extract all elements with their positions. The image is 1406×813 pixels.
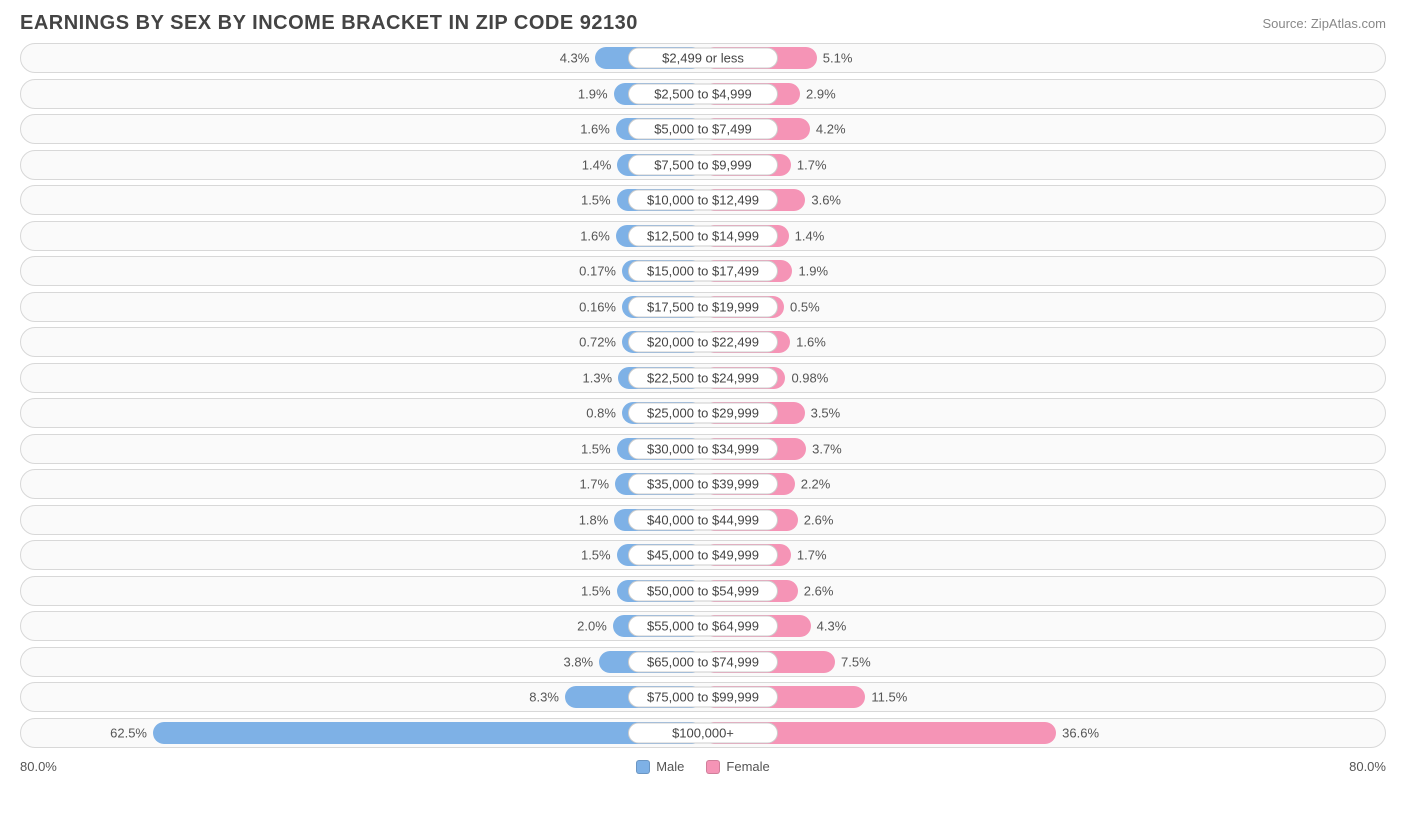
male-pct-label: 3.8% — [563, 654, 593, 669]
male-pct-label: 1.6% — [580, 228, 610, 243]
female-pct-label: 5.1% — [823, 51, 853, 66]
chart-row: 1.5% 3.6% $10,000 to $12,499 — [20, 185, 1386, 215]
category-label: $5,000 to $7,499 — [628, 119, 778, 140]
chart-row: 1.5% 3.7% $30,000 to $34,999 — [20, 434, 1386, 464]
axis-max-right: 80.0% — [1349, 759, 1386, 774]
female-pct-label: 2.6% — [804, 512, 834, 527]
male-pct-label: 0.16% — [579, 299, 616, 314]
chart-row: 8.3% 11.5% $75,000 to $99,999 — [20, 682, 1386, 712]
chart-row: 1.9% 2.9% $2,500 to $4,999 — [20, 79, 1386, 109]
male-pct-label: 1.6% — [580, 122, 610, 137]
male-pct-label: 1.7% — [579, 477, 609, 492]
male-pct-label: 2.0% — [577, 619, 607, 634]
category-label: $2,500 to $4,999 — [628, 83, 778, 104]
male-pct-label: 4.3% — [560, 51, 590, 66]
legend: Male Female — [636, 759, 770, 774]
female-pct-label: 2.6% — [804, 583, 834, 598]
category-label: $25,000 to $29,999 — [628, 403, 778, 424]
legend-female-label: Female — [726, 759, 769, 774]
female-pct-label: 1.9% — [798, 264, 828, 279]
chart-row: 1.7% 2.2% $35,000 to $39,999 — [20, 469, 1386, 499]
chart-row: 0.16% 0.5% $17,500 to $19,999 — [20, 292, 1386, 322]
category-label: $22,500 to $24,999 — [628, 367, 778, 388]
category-label: $12,500 to $14,999 — [628, 225, 778, 246]
chart-row: 4.3% 5.1% $2,499 or less — [20, 43, 1386, 73]
category-label: $15,000 to $17,499 — [628, 261, 778, 282]
source-attribution: Source: ZipAtlas.com — [1262, 16, 1386, 31]
axis-max-left: 80.0% — [20, 759, 57, 774]
female-pct-label: 1.7% — [797, 157, 827, 172]
category-label: $20,000 to $22,499 — [628, 332, 778, 353]
category-label: $100,000+ — [628, 722, 778, 743]
chart-row: 1.3% 0.98% $22,500 to $24,999 — [20, 363, 1386, 393]
category-label: $7,500 to $9,999 — [628, 154, 778, 175]
male-pct-label: 1.5% — [581, 193, 611, 208]
legend-female: Female — [706, 759, 769, 774]
male-pct-label: 8.3% — [529, 690, 559, 705]
chart-row: 1.4% 1.7% $7,500 to $9,999 — [20, 150, 1386, 180]
female-pct-label: 2.9% — [806, 86, 836, 101]
female-pct-label: 3.6% — [811, 193, 841, 208]
category-label: $30,000 to $34,999 — [628, 438, 778, 459]
female-pct-label: 36.6% — [1062, 725, 1099, 740]
category-label: $35,000 to $39,999 — [628, 474, 778, 495]
male-pct-label: 0.72% — [579, 335, 616, 350]
chart-row: 2.0% 4.3% $55,000 to $64,999 — [20, 611, 1386, 641]
female-pct-label: 1.4% — [795, 228, 825, 243]
male-pct-label: 1.9% — [578, 86, 608, 101]
chart-row: 1.6% 1.4% $12,500 to $14,999 — [20, 221, 1386, 251]
female-pct-label: 1.7% — [797, 548, 827, 563]
chart-row: 3.8% 7.5% $65,000 to $74,999 — [20, 647, 1386, 677]
category-label: $2,499 or less — [628, 48, 778, 69]
category-label: $75,000 to $99,999 — [628, 687, 778, 708]
category-label: $55,000 to $64,999 — [628, 616, 778, 637]
category-label: $45,000 to $49,999 — [628, 545, 778, 566]
male-swatch-icon — [636, 760, 650, 774]
chart-row: 1.5% 2.6% $50,000 to $54,999 — [20, 576, 1386, 606]
female-pct-label: 7.5% — [841, 654, 871, 669]
male-bar — [153, 722, 703, 744]
female-pct-label: 3.5% — [811, 406, 841, 421]
female-pct-label: 4.2% — [816, 122, 846, 137]
category-label: $50,000 to $54,999 — [628, 580, 778, 601]
male-pct-label: 1.8% — [579, 512, 609, 527]
chart-row: 1.5% 1.7% $45,000 to $49,999 — [20, 540, 1386, 570]
chart-title: EARNINGS BY SEX BY INCOME BRACKET IN ZIP… — [20, 12, 638, 35]
chart-row: 1.6% 4.2% $5,000 to $7,499 — [20, 114, 1386, 144]
female-pct-label: 2.2% — [801, 477, 831, 492]
category-label: $17,500 to $19,999 — [628, 296, 778, 317]
chart-row: 1.8% 2.6% $40,000 to $44,999 — [20, 505, 1386, 535]
male-pct-label: 0.17% — [579, 264, 616, 279]
male-pct-label: 1.3% — [582, 370, 612, 385]
chart-row: 0.72% 1.6% $20,000 to $22,499 — [20, 327, 1386, 357]
male-pct-label: 1.5% — [581, 548, 611, 563]
female-pct-label: 0.98% — [791, 370, 828, 385]
female-pct-label: 3.7% — [812, 441, 842, 456]
chart-area: 4.3% 5.1% $2,499 or less 1.9% 2.9% $2,500 to … — [0, 43, 1406, 748]
legend-male-label: Male — [656, 759, 684, 774]
female-pct-label: 4.3% — [817, 619, 847, 634]
category-label: $10,000 to $12,499 — [628, 190, 778, 211]
chart-row: 0.17% 1.9% $15,000 to $17,499 — [20, 256, 1386, 286]
female-pct-label: 0.5% — [790, 299, 820, 314]
male-pct-label: 1.4% — [582, 157, 612, 172]
female-swatch-icon — [706, 760, 720, 774]
female-pct-label: 1.6% — [796, 335, 826, 350]
category-label: $65,000 to $74,999 — [628, 651, 778, 672]
chart-row: 62.5% 36.6% $100,000+ — [20, 718, 1386, 748]
category-label: $40,000 to $44,999 — [628, 509, 778, 530]
male-pct-label: 1.5% — [581, 441, 611, 456]
chart-row: 0.8% 3.5% $25,000 to $29,999 — [20, 398, 1386, 428]
male-pct-label: 1.5% — [581, 583, 611, 598]
female-pct-label: 11.5% — [871, 690, 907, 705]
legend-male: Male — [636, 759, 684, 774]
male-pct-label: 62.5% — [110, 725, 147, 740]
male-pct-label: 0.8% — [586, 406, 616, 421]
